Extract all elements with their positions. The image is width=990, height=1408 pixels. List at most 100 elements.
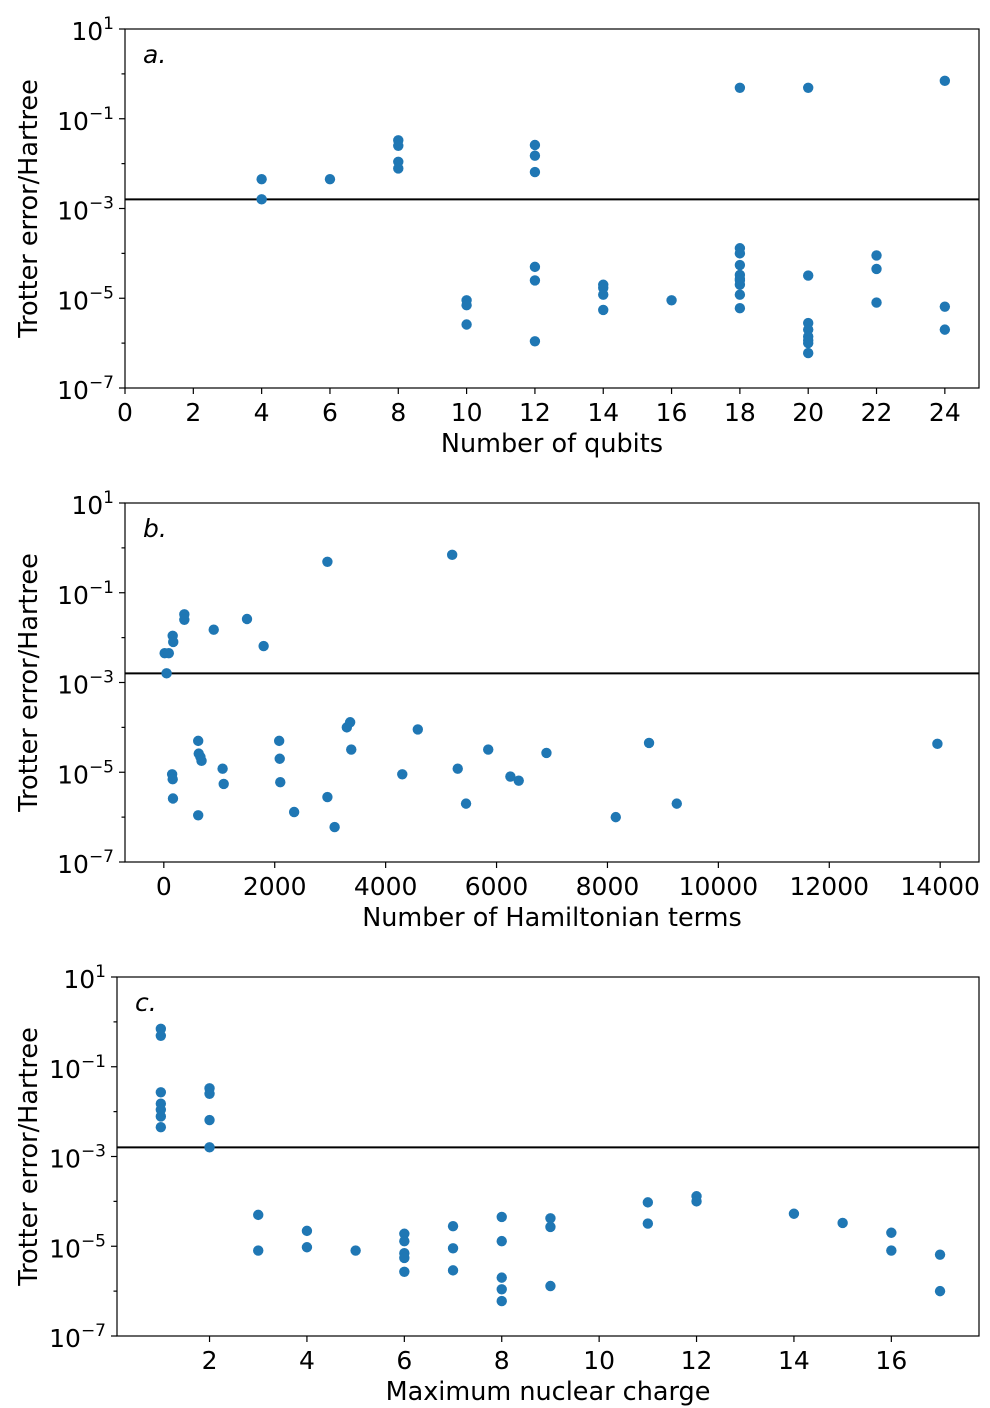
data-point [329, 821, 340, 833]
data-point [496, 1235, 507, 1247]
data-point [288, 806, 300, 818]
data-point [167, 774, 178, 785]
data-point [167, 793, 179, 804]
data-point [529, 166, 541, 178]
data-point [399, 1235, 410, 1247]
data-point [939, 75, 951, 87]
data-point [934, 1285, 946, 1297]
data-point [399, 1228, 410, 1239]
data-point [446, 549, 458, 561]
data-point [274, 753, 285, 764]
y-axis-label: Trotter error/Hartree [14, 79, 44, 339]
data-point [350, 1245, 361, 1256]
data-point [513, 775, 524, 786]
x-tick-label: 8 [494, 1346, 510, 1375]
data-point [788, 1208, 800, 1219]
x-tick-label: 10 [451, 398, 483, 427]
data-point [496, 1295, 507, 1307]
y-tick-label: 10−1 [57, 578, 114, 610]
data-point [193, 735, 204, 747]
data-point [529, 261, 541, 273]
data-point [886, 1245, 897, 1256]
x-tick-label: 8000 [576, 872, 640, 901]
data-point [505, 771, 516, 782]
y-tick-label: 101 [71, 488, 114, 520]
x-tick-label: 20 [792, 398, 824, 427]
data-point [163, 647, 175, 659]
data-point [179, 614, 190, 625]
x-tick-label: 10 [583, 1346, 615, 1375]
data-point [253, 1209, 264, 1221]
data-point [871, 263, 882, 275]
y-axis-label: Trotter error/Hartree [14, 1027, 44, 1287]
y-tick-label: 10−7 [57, 373, 114, 405]
panel-label: b. [143, 514, 167, 543]
data-point [734, 82, 746, 93]
panel-c: 2 4 6 8 10 12 14 16 101 10−1 10−3 10−5 10−7 Maximum n… [14, 962, 980, 1407]
data-point [204, 1114, 215, 1126]
data-point [934, 1249, 946, 1260]
panel-b: 0 2000 4000 6000 8000 10000 12000 14000 101 10−1 1… [14, 488, 980, 933]
data-point [610, 811, 621, 823]
data-point [412, 724, 423, 735]
x-tick-label: 10000 [679, 872, 759, 901]
data-point [393, 163, 404, 174]
data-point [324, 173, 336, 185]
data-point [598, 289, 609, 300]
data-point [447, 1220, 459, 1232]
data-point [803, 335, 814, 346]
data-point [452, 763, 463, 774]
x-tick-label: 2 [202, 1346, 218, 1375]
data-point [301, 1242, 313, 1253]
data-point [461, 319, 472, 330]
data-point [161, 668, 172, 679]
x-tick-label: 12 [519, 398, 551, 427]
data-point [393, 140, 404, 151]
x-tick-label: 4 [254, 398, 270, 427]
y-tick-label: 10−3 [57, 668, 114, 700]
panel-label: a. [143, 40, 166, 69]
data-point [545, 1280, 556, 1292]
data-point [461, 300, 472, 311]
x-tick-label: 12000 [790, 872, 870, 901]
data-point [346, 744, 357, 755]
data-point [496, 1272, 507, 1283]
panel-a: 0 2 4 6 8 10 12 14 16 18 20 22 2410110−110−310−510−7… [14, 14, 980, 459]
data-point [155, 1111, 167, 1122]
x-axis-label: Number of Hamiltonian terms [362, 903, 742, 933]
data-point [196, 755, 207, 766]
data-point [344, 717, 356, 728]
data-point [483, 744, 494, 755]
data-point [939, 324, 951, 335]
y-tick-label: 10−1 [49, 1052, 106, 1084]
panel-label: c. [135, 988, 157, 1017]
data-point [218, 778, 229, 790]
x-tick-label: 24 [929, 398, 961, 427]
data-point [734, 289, 746, 300]
data-point [529, 336, 541, 347]
data-point [803, 82, 814, 93]
data-point [691, 1196, 702, 1207]
data-point [256, 173, 267, 185]
y-tick-label: 10−1 [57, 104, 114, 136]
y-tick-label: 10−5 [57, 757, 114, 789]
data-point [598, 304, 609, 316]
x-tick-label: 8 [390, 398, 406, 427]
data-point [734, 303, 746, 314]
data-point [803, 347, 814, 359]
x-tick-label: 6 [396, 1346, 412, 1375]
data-point [529, 275, 541, 286]
data-point [496, 1284, 507, 1295]
data-point [447, 1243, 459, 1254]
data-point [399, 1266, 410, 1277]
plot-frame [124, 502, 980, 863]
x-tick-label: 22 [861, 398, 893, 427]
x-tick-label: 14 [778, 1346, 810, 1375]
x-axis-label: Number of qubits [441, 429, 663, 459]
data-point [734, 248, 746, 259]
x-tick-label: 0 [156, 872, 172, 901]
data-point [886, 1227, 897, 1238]
y-tick-label: 10−3 [49, 1142, 106, 1174]
data-point [275, 777, 286, 788]
data-point [803, 270, 814, 281]
